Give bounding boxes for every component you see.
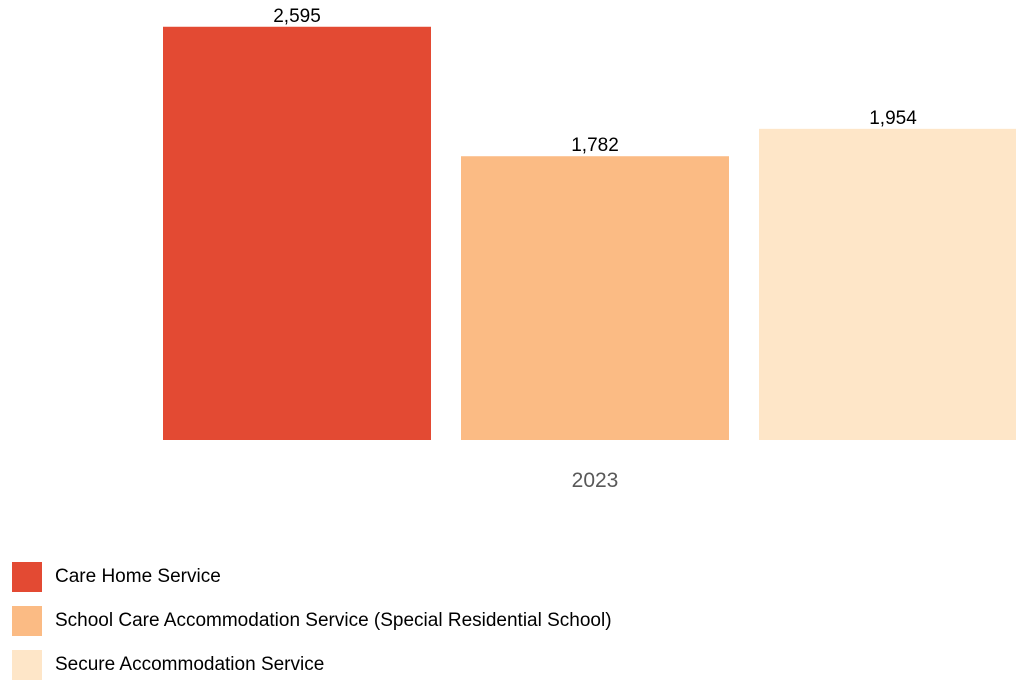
data-label-3: 1,954	[869, 108, 917, 129]
bars-group	[163, 26, 1016, 441]
legend-label: School Care Accommodation Service (Speci…	[55, 610, 612, 631]
legend-swatch	[12, 562, 42, 592]
bar-chart: 2,595 1,782 1,954 2023	[163, 6, 1016, 492]
legend-item-school-care-accommodation-service: School Care Accommodation Service (Speci…	[12, 599, 612, 643]
legend-label: Secure Accommodation Service	[55, 654, 325, 675]
legend-swatch	[12, 650, 42, 680]
bar-1	[163, 26, 431, 441]
x-tick-label: 2023	[572, 469, 619, 492]
legend-swatch	[12, 606, 42, 636]
bar-2	[461, 156, 729, 440]
data-label-1: 2,595	[273, 6, 321, 27]
bar-3	[759, 128, 1016, 440]
legend-item-care-home-service: Care Home Service	[12, 555, 612, 599]
legend-label: Care Home Service	[55, 566, 221, 587]
legend: Care Home Service School Care Accommodat…	[12, 555, 612, 687]
data-label-2: 1,782	[571, 135, 619, 156]
legend-item-secure-accommodation-service: Secure Accommodation Service	[12, 643, 612, 687]
data-labels-group: 2,595 1,782 1,954	[273, 6, 917, 156]
